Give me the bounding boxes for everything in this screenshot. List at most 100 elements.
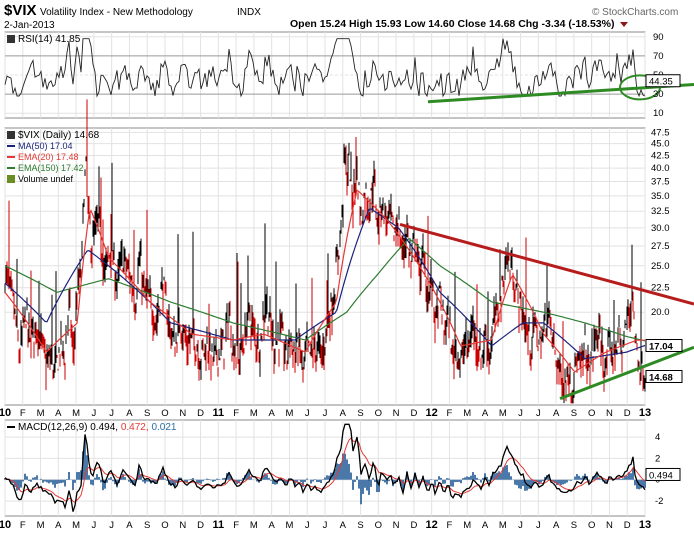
price-x-label: A	[126, 408, 133, 419]
rsi-tick-label: 90	[653, 32, 664, 43]
exchange-label: INDX	[237, 7, 261, 18]
price-x-label: O	[375, 408, 382, 419]
macd-x-label: 10	[0, 519, 11, 531]
price-x-label: A	[340, 408, 347, 419]
macd-x-label: M	[499, 520, 507, 531]
macd-x-label: D	[197, 520, 204, 531]
macd-x-label: F	[233, 520, 239, 531]
price-x-label: M	[72, 408, 80, 419]
macd-x-label: S	[357, 520, 363, 531]
price-x-label: M	[37, 408, 45, 419]
price-tick-label: 37.5	[651, 176, 670, 187]
volume-legend: Volume undef	[18, 174, 74, 184]
close-current-box	[645, 370, 683, 384]
macd-histogram-value: 0.021	[151, 422, 176, 433]
price-x-label: J	[92, 408, 97, 419]
macd-x-label: J	[323, 520, 328, 531]
macd-x-label: M	[463, 520, 471, 531]
price-x-label: J	[518, 408, 523, 419]
macd-x-label: A	[340, 520, 347, 531]
macd-x-label: S	[144, 520, 150, 531]
price-legend-swatch	[7, 131, 15, 139]
price-x-label: A	[553, 408, 560, 419]
price-tick-label: 30.0	[651, 223, 670, 234]
macd-x-label: A	[268, 520, 275, 531]
price-x-label: S	[144, 408, 150, 419]
macd-tick-label: 4	[655, 432, 660, 443]
price-tick-label: 45.0	[651, 139, 670, 150]
price-x-label: M	[250, 408, 258, 419]
price-tick-label: 35.0	[651, 191, 670, 202]
ohlc-summary: Open 15.24 High 15.93 Low 14.60 Close 14…	[290, 18, 614, 30]
macd-x-label: J	[536, 520, 541, 531]
macd-x-label: O	[375, 520, 382, 531]
ema20-line	[4, 189, 645, 373]
price-tick-label: 47.5	[651, 127, 670, 138]
price-tick-label: 22.5	[651, 283, 670, 294]
red-resistance-trendline	[399, 223, 694, 306]
macd-x-label: D	[624, 520, 631, 531]
price-x-label: S	[571, 408, 577, 419]
rsi-legend-swatch	[7, 35, 15, 43]
macd-layer	[4, 423, 646, 512]
macd-tick-label: 2	[655, 453, 660, 464]
rsi-current-box	[645, 74, 681, 88]
grid-layer	[4, 32, 646, 516]
macd-line	[4, 423, 646, 512]
instrument-name: Volatility Index - New Methodology	[40, 7, 193, 18]
price-x-label: A	[482, 408, 489, 419]
down-arrow-icon	[620, 22, 628, 27]
rsi-tick-label: 70	[653, 51, 664, 62]
price-x-label: N	[393, 408, 400, 419]
rsi-tick-label: 30	[653, 89, 664, 100]
price-x-label: A	[55, 408, 62, 419]
price-x-label: 10	[0, 407, 11, 419]
price-tick-label: 40.0	[651, 163, 670, 174]
macd-x-label: M	[37, 520, 45, 531]
price-title: $VIX (Daily) 14.68	[18, 130, 100, 141]
macd-current-box	[645, 467, 681, 481]
macd-x-label: A	[55, 520, 62, 531]
price-x-label: 12	[426, 407, 438, 419]
price-x-label: J	[305, 408, 310, 419]
macd-x-label: F	[447, 520, 453, 531]
ma50-legend: MA(50) 17.04	[18, 141, 73, 151]
price-tick-label: 20.0	[651, 307, 670, 318]
ma50-current-label: 17.04	[649, 342, 673, 353]
price-x-label: A	[268, 408, 275, 419]
macd-x-label: J	[109, 520, 114, 531]
volume-legend-swatch	[7, 175, 15, 183]
chart-date: 2-Jan-2013	[4, 20, 55, 31]
rsi-tick-label: 10	[653, 108, 664, 119]
macd-x-label: O	[161, 520, 168, 531]
macd-x-label: N	[606, 520, 613, 531]
macd-x-label: O	[588, 520, 595, 531]
macd-tick-label: -2	[655, 496, 663, 507]
price-x-label: D	[624, 408, 631, 419]
price-x-label: J	[109, 408, 114, 419]
macd-x-label: N	[179, 520, 186, 531]
price-x-label: 11	[213, 407, 225, 419]
price-tick-label: 25.0	[651, 261, 670, 272]
price-tick-label: 32.5	[651, 206, 670, 217]
macd-x-label: M	[285, 520, 293, 531]
axis-layer: 47.545.042.5 40.0 37.5 35.0 32.5 30.0 27.5 25.0…	[0, 32, 683, 531]
price-x-label: N	[606, 408, 613, 419]
price-x-label: D	[410, 408, 417, 419]
price-x-label: 13	[639, 407, 651, 419]
symbol-label: $VIX	[4, 2, 37, 19]
ema150-line	[4, 237, 646, 342]
macd-x-label: J	[518, 520, 523, 531]
rsi-line	[4, 38, 646, 98]
macd-x-label: M	[72, 520, 80, 531]
stockcharts-credit: © StockCharts.com	[592, 7, 678, 18]
macd-title: MACD(12,26,9) 0.494, 0.472, 0.021	[18, 422, 177, 433]
price-x-label: J	[536, 408, 541, 419]
macd-x-label: J	[305, 520, 310, 531]
macd-x-label: A	[482, 520, 489, 531]
price-tick-label: 27.5	[651, 241, 670, 252]
price-tick-label: 42.5	[651, 150, 670, 161]
rsi-highlight-ellipse	[619, 74, 661, 101]
rsi-current-label: 44.35	[649, 77, 673, 88]
